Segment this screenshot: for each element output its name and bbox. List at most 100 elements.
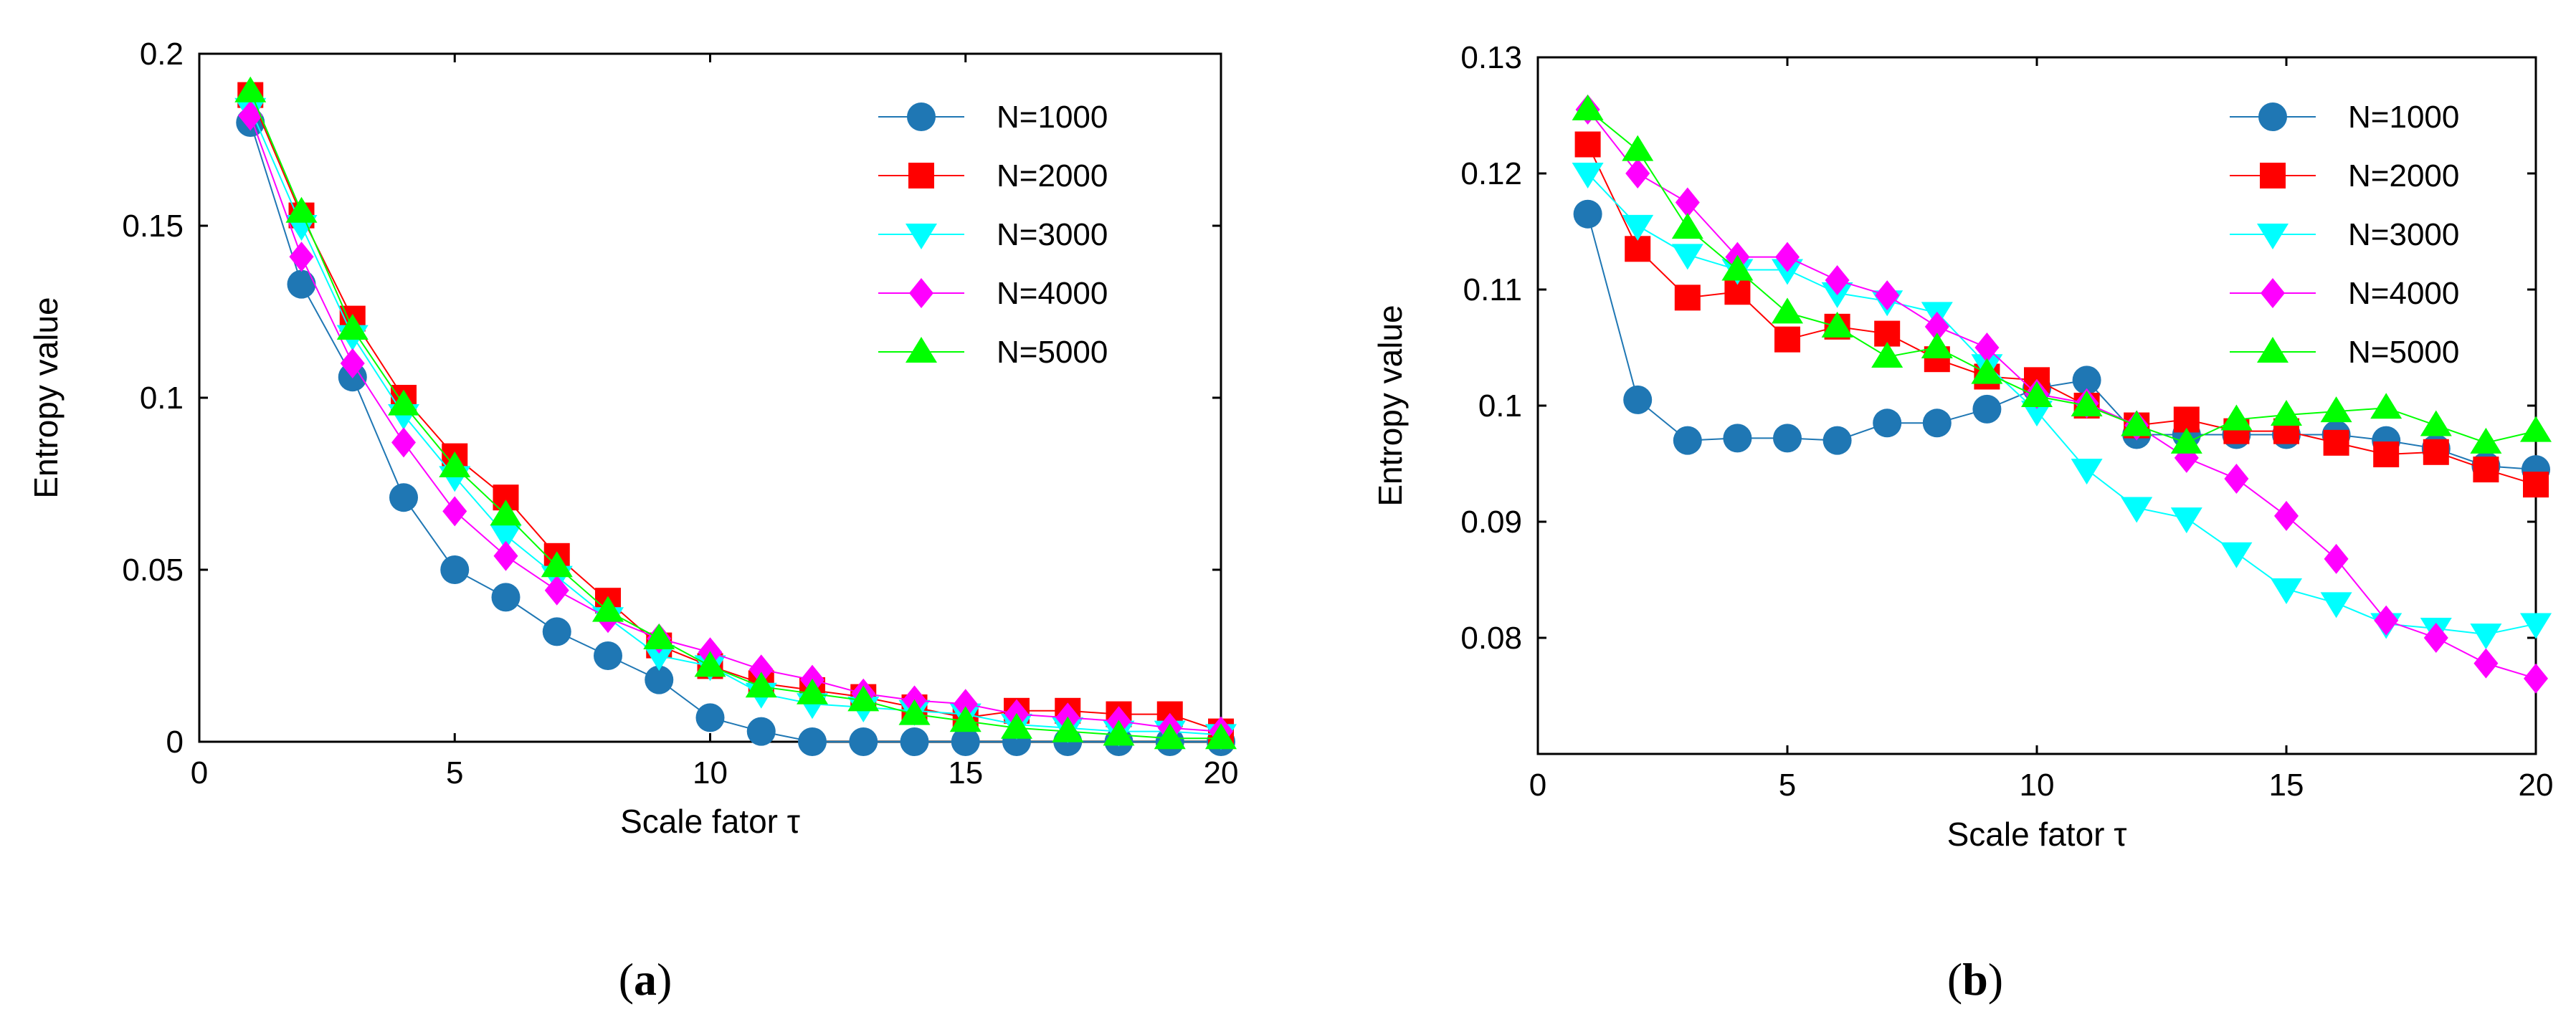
caption-paren: ( (1947, 954, 1962, 1005)
x-tick-label: 20 (1204, 755, 1239, 790)
data-point (2470, 624, 2502, 650)
x-axis-label: Scale fator τ (1947, 816, 2127, 853)
legend-marker (907, 102, 936, 131)
data-point (1775, 242, 1800, 272)
data-point (1154, 723, 1186, 750)
data-point (2224, 464, 2249, 494)
data-point (1825, 265, 1850, 296)
series-n-3000 (234, 97, 1237, 750)
data-point (2072, 366, 2101, 395)
data-point (2374, 605, 2399, 636)
data-point (2473, 648, 2499, 679)
data-point (439, 452, 471, 477)
data-point (798, 727, 827, 756)
x-tick-label: 5 (446, 755, 463, 790)
panel-label: b (1962, 954, 1988, 1005)
data-point (1972, 394, 2002, 424)
data-point (847, 685, 880, 712)
data-point (1924, 311, 1949, 342)
y-axis-label: Entropy value (27, 297, 65, 498)
legend-label: N=2000 (2348, 158, 2459, 194)
x-tick-label: 15 (948, 755, 983, 790)
series-line (249, 122, 1221, 742)
data-point (1675, 187, 1700, 218)
legend-label: N=3000 (2348, 217, 2459, 252)
data-point (1772, 297, 1803, 324)
data-point (389, 483, 418, 512)
data-point (542, 617, 571, 646)
data-point (643, 624, 675, 649)
x-tick-label: 5 (1779, 768, 1796, 803)
x-tick-label: 0 (1529, 768, 1546, 803)
data-point (1671, 213, 1703, 239)
legend-marker (909, 278, 933, 308)
data-point (2423, 623, 2448, 653)
data-point (2520, 613, 2552, 639)
legend-marker (2258, 102, 2287, 131)
series-line (1587, 109, 2537, 679)
data-point (1822, 426, 1852, 455)
data-point (594, 641, 622, 670)
data-point (1572, 94, 1604, 120)
y-tick-label: 0.12 (1460, 156, 1522, 191)
legend: N=1000 N=2000 N=3000 N=4000 N=5000 (2230, 100, 2459, 370)
data-point (797, 678, 828, 704)
data-point (289, 242, 314, 272)
data-point (493, 540, 518, 571)
y-tick-label: 0.09 (1460, 505, 1522, 540)
data-point (1052, 716, 1084, 742)
y-tick-label: 0.08 (1460, 621, 1522, 656)
data-point (694, 651, 726, 677)
data-point (2524, 663, 2548, 694)
data-point (949, 706, 982, 732)
caption-paren: ) (657, 954, 672, 1005)
series-n-1000 (236, 108, 1235, 756)
panel-b-chart: 0 5 10 15 20 0.08 0.09 0.1 0.11 0.12 0.13 Scale fat… (1372, 40, 2553, 1005)
data-point (490, 525, 522, 550)
x-tick-label: 15 (2269, 768, 2304, 803)
data-point (1674, 285, 1701, 311)
data-point (2420, 410, 2452, 436)
x-tick-label: 0 (191, 755, 208, 790)
data-point (2320, 396, 2352, 423)
legend-label: N=1000 (2348, 100, 2459, 135)
data-point (1572, 163, 1604, 188)
y-tick-label: 0.15 (122, 209, 184, 244)
legend-marker (2257, 224, 2289, 249)
series-line (249, 108, 1222, 736)
x-tick-label: 10 (693, 755, 728, 790)
data-point (238, 100, 263, 131)
data-point (2271, 399, 2302, 426)
data-point (1103, 720, 1135, 746)
data-point (2323, 429, 2349, 456)
data-point (748, 654, 774, 685)
data-point (2220, 404, 2253, 431)
data-point (695, 703, 725, 732)
data-point (898, 699, 931, 725)
data-point (1922, 408, 1952, 438)
series-n-4000 (238, 100, 1233, 747)
data-point (745, 672, 777, 698)
data-point (953, 689, 978, 720)
data-point (2324, 543, 2349, 574)
panel-caption: (a) (619, 954, 672, 1005)
data-point (2121, 497, 2153, 523)
data-point (900, 727, 929, 756)
data-point (442, 496, 467, 527)
data-point (491, 583, 521, 612)
data-point (234, 76, 267, 102)
data-point (285, 196, 318, 223)
legend-marker (2257, 337, 2289, 363)
data-point (2271, 578, 2302, 604)
data-point (1625, 158, 1650, 188)
data-point (643, 645, 675, 671)
data-point (1205, 723, 1237, 750)
data-point (645, 665, 674, 694)
y-tick-label: 0.1 (1478, 388, 1522, 424)
data-point (1821, 311, 1853, 338)
data-point (544, 575, 569, 606)
data-point (1622, 135, 1654, 161)
legend-label: N=3000 (997, 217, 1108, 252)
legend-label: N=1000 (997, 100, 1108, 135)
